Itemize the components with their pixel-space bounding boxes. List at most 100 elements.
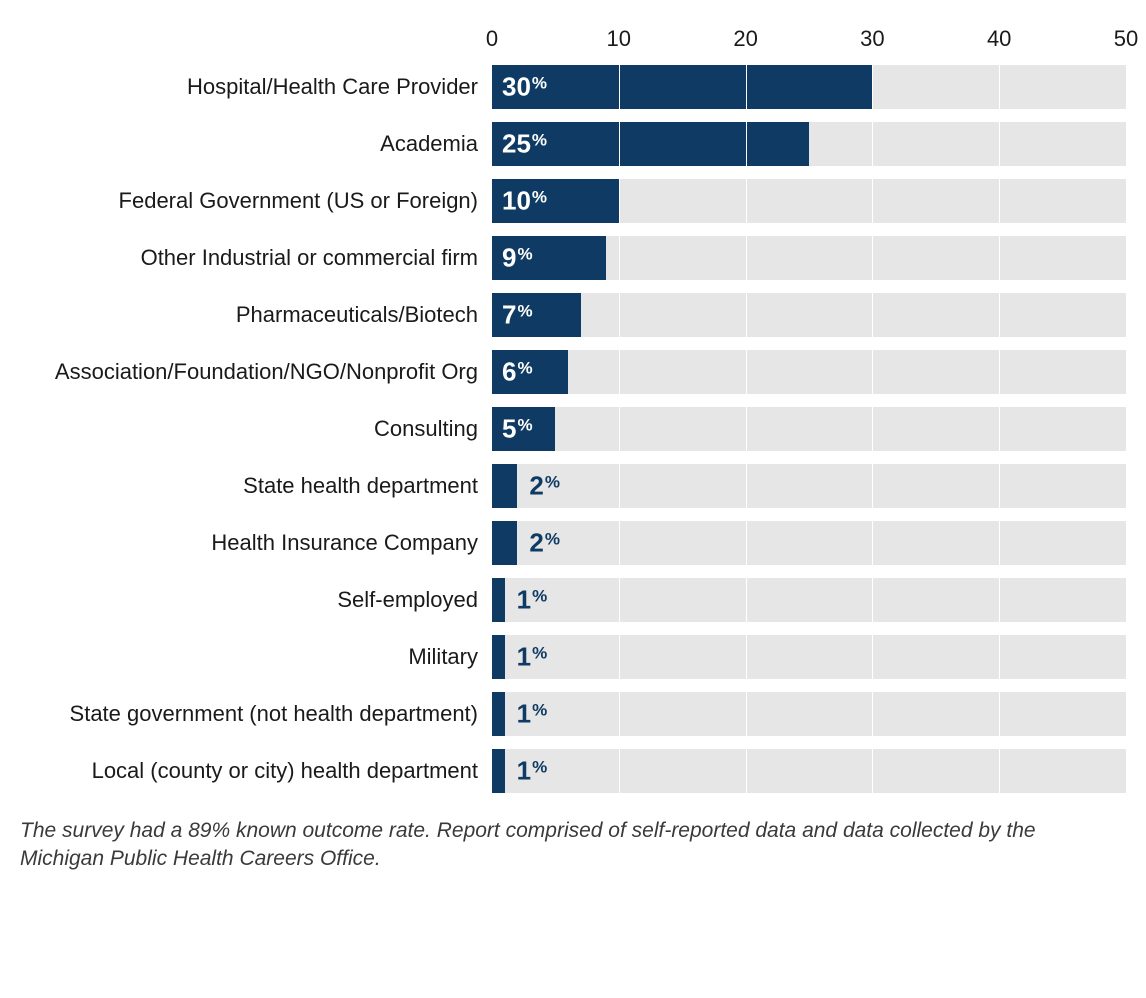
value-bar [492,749,505,793]
bar-area: 30% [492,58,1126,115]
value-number: 1 [517,698,531,728]
gridline [1126,407,1127,451]
gridline [872,464,873,508]
chart-footer-note: The survey had a 89% known outcome rate.… [20,817,1090,874]
gridline [746,464,747,508]
category-label: Hospital/Health Care Provider [20,58,492,115]
percent-symbol: % [517,359,532,378]
bar-area: 9% [492,229,1126,286]
value-number: 1 [517,584,531,614]
gridline [746,236,747,280]
bar-area: 1% [492,628,1126,685]
percent-symbol: % [532,701,547,720]
percent-symbol: % [532,587,547,606]
bar-track: 30% [492,65,1126,109]
gridline [619,236,620,280]
chart-row: Consulting5% [20,400,1126,457]
chart-row: Academia25% [20,115,1126,172]
gridline [1126,578,1127,622]
x-axis: 01020304050 [20,20,1126,58]
bar-track: 1% [492,692,1126,736]
gridline [1126,692,1127,736]
gridline [619,179,620,223]
gridline [619,578,620,622]
gridline [1126,293,1127,337]
chart-row: Local (county or city) health department… [20,742,1126,799]
gridline [999,236,1000,280]
gridline [999,293,1000,337]
chart-row: Federal Government (US or Foreign) 10% [20,172,1126,229]
x-axis-tick: 40 [987,26,1011,52]
bar-track: 1% [492,635,1126,679]
value-label: 30% [502,71,547,102]
gridline [1126,464,1127,508]
gridline [872,236,873,280]
gridline [872,179,873,223]
category-label: Pharmaceuticals/Biotech [20,286,492,343]
gridline [999,578,1000,622]
value-number: 25 [502,128,531,158]
gridline [746,521,747,565]
category-label: Academia [20,115,492,172]
x-axis-tick: 50 [1114,26,1138,52]
percent-symbol: % [517,302,532,321]
gridline [619,407,620,451]
chart-row: Hospital/Health Care Provider 30% [20,58,1126,115]
gridline [619,350,620,394]
gridline [746,293,747,337]
gridline [746,350,747,394]
category-label: Federal Government (US or Foreign) [20,172,492,229]
gridline [872,122,873,166]
bar-area: 2% [492,514,1126,571]
gridline [999,692,1000,736]
percent-symbol: % [532,131,547,150]
gridline [1126,122,1127,166]
percent-symbol: % [545,530,560,549]
value-number: 7 [502,299,516,329]
value-label: 1% [517,641,548,672]
bar-area: 10% [492,172,1126,229]
bar-track: 25% [492,122,1126,166]
value-label: 10% [502,185,547,216]
chart-row: State health department2% [20,457,1126,514]
category-label: Other Industrial or commercial firm [20,229,492,286]
value-bar [492,65,872,109]
gridline [746,179,747,223]
value-bar [492,692,505,736]
category-label: Association/Foundation/NGO/Nonprofit Org [20,343,492,400]
gridline [746,65,747,109]
percent-symbol: % [532,644,547,663]
gridline [999,464,1000,508]
bar-area: 1% [492,571,1126,628]
gridline [619,464,620,508]
gridline [746,635,747,679]
category-label: State health department [20,457,492,514]
bar-chart: 01020304050 Hospital/Health Care Provide… [20,20,1126,874]
value-number: 30 [502,71,531,101]
percent-symbol: % [532,74,547,93]
bar-area: 5% [492,400,1126,457]
gridline [999,65,1000,109]
x-axis-tick: 10 [607,26,631,52]
chart-row: State government (not health department)… [20,685,1126,742]
gridline [999,521,1000,565]
gridline [1126,749,1127,793]
chart-row: Association/Foundation/NGO/Nonprofit Org… [20,343,1126,400]
x-axis-tick: 0 [486,26,498,52]
gridline [619,635,620,679]
gridline [619,749,620,793]
bar-area: 1% [492,685,1126,742]
bar-track: 9% [492,236,1126,280]
bar-area: 6% [492,343,1126,400]
category-label: Local (county or city) health department [20,742,492,799]
bar-track: 2% [492,521,1126,565]
gridline [1126,635,1127,679]
gridline [746,578,747,622]
value-number: 1 [517,755,531,785]
percent-symbol: % [517,245,532,264]
bar-track: 1% [492,749,1126,793]
bar-area: 1% [492,742,1126,799]
gridline [619,122,620,166]
value-bar [492,521,517,565]
chart-row: Military1% [20,628,1126,685]
